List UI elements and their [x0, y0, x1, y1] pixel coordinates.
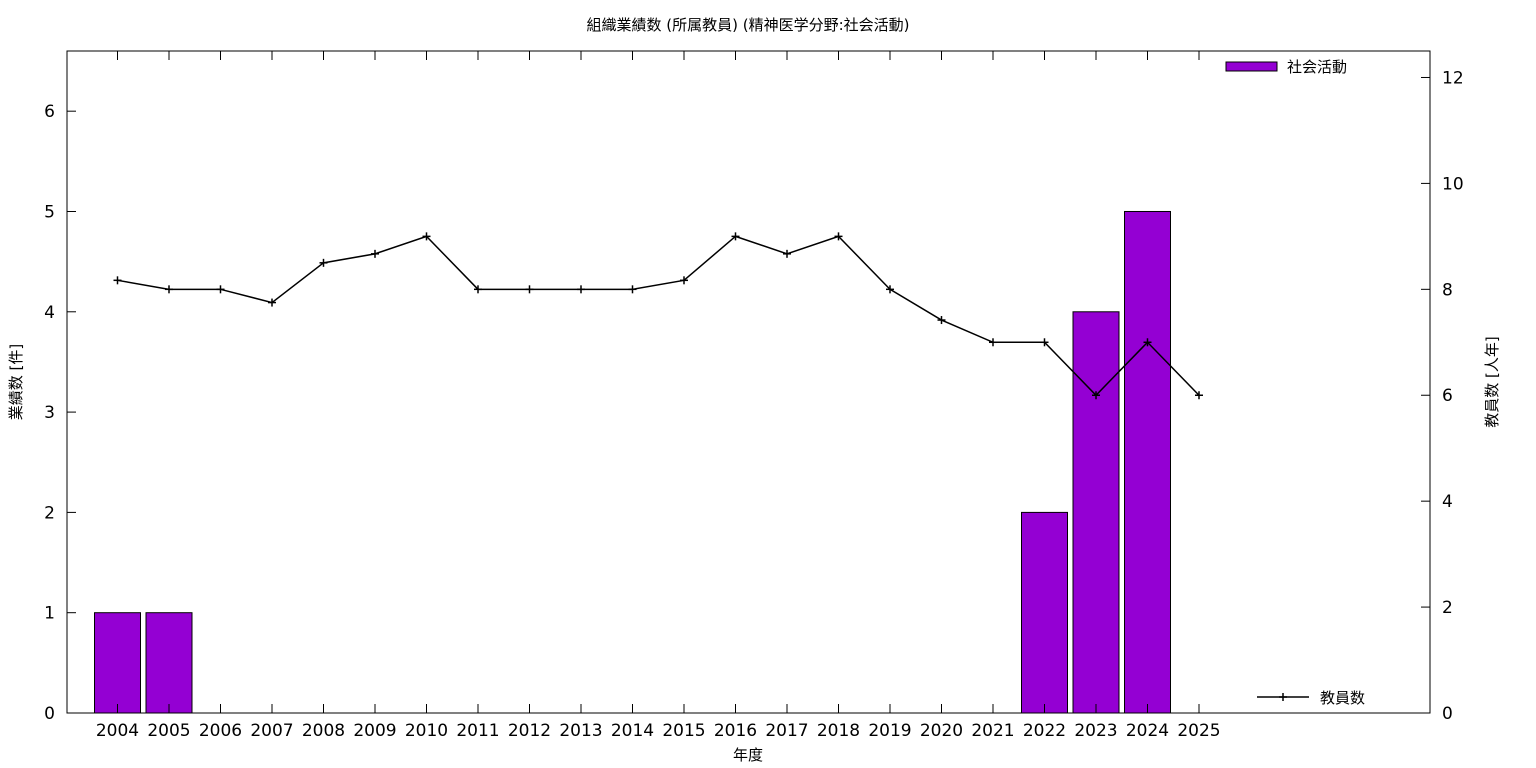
bar-2004	[94, 612, 141, 714]
x-tick-label: 2022	[1023, 721, 1066, 741]
y-tick-label: 2	[44, 503, 55, 523]
bar-2005	[145, 612, 193, 714]
x-tick-label: 2009	[353, 721, 396, 741]
y-tick-label: 1	[44, 604, 55, 624]
faculty-point-2016	[731, 232, 740, 241]
y-tick-label: 6	[44, 102, 55, 122]
faculty-point-2015	[680, 276, 688, 285]
y2-tick-label: 2	[1442, 598, 1453, 618]
faculty-point-2013	[577, 285, 585, 294]
faculty-point-2024	[1143, 338, 1152, 347]
faculty-point-2018	[834, 232, 843, 241]
faculty-point-2006	[216, 285, 225, 294]
x-tick-label: 2010	[405, 721, 448, 741]
x-tick-label: 2019	[868, 721, 911, 741]
faculty-point-2008	[319, 258, 328, 267]
y-tick-label: 5	[44, 202, 55, 222]
legend-line: 教員数	[1257, 689, 1365, 707]
y2-tick-label: 6	[1442, 386, 1453, 406]
faculty-point-2014	[628, 285, 637, 294]
x-axis-title: 年度	[733, 746, 763, 764]
x-tick-label: 2007	[250, 721, 293, 741]
bar-2022	[1021, 511, 1068, 714]
bar-2023	[1072, 311, 1120, 714]
faculty-point-2017	[783, 249, 791, 258]
faculty-point-2019	[886, 285, 894, 294]
faculty-line	[117, 235, 1200, 397]
x-tick-label: 2024	[1126, 721, 1169, 741]
faculty-point-2012	[525, 285, 534, 294]
bar-2024	[1124, 210, 1171, 714]
line-layer	[113, 232, 1203, 400]
y2-tick-label: 12	[1442, 68, 1464, 88]
y2-axis-title: 教員数 [人年]	[1483, 336, 1501, 427]
y-tick-label: 3	[44, 403, 55, 423]
x-tick-label: 2005	[147, 721, 190, 741]
x-tick-label: 2012	[508, 721, 551, 741]
x-tick-label: 2006	[199, 721, 242, 741]
faculty-point-2020	[937, 316, 946, 325]
faculty-point-2005	[165, 285, 173, 294]
faculty-point-2023	[1092, 391, 1100, 400]
legend-line-label: 教員数	[1320, 689, 1365, 707]
y2-tick-label: 4	[1442, 492, 1453, 512]
x-tick-label: 2004	[96, 721, 139, 741]
y-tick-label: 4	[44, 303, 55, 323]
legend-bar-label: 社会活動	[1287, 58, 1347, 76]
faculty-point-2007	[268, 298, 276, 307]
x-tick-label: 2021	[971, 721, 1014, 741]
x-tick-label: 2011	[456, 721, 499, 741]
faculty-point-2021	[989, 338, 997, 347]
x-tick-label: 2023	[1074, 721, 1117, 741]
faculty-point-2004	[113, 276, 122, 285]
plot-frame	[66, 50, 1431, 714]
faculty-point-2022	[1040, 338, 1049, 347]
x-tick-label: 2008	[302, 721, 345, 741]
x-tick-label: 2020	[920, 721, 963, 741]
faculty-point-2009	[371, 249, 379, 258]
faculty-point-2011	[474, 285, 482, 294]
bars-layer	[94, 210, 1171, 714]
x-tick-label: 2017	[765, 721, 808, 741]
x-tick-label: 2015	[662, 721, 705, 741]
y2-tick-label: 10	[1442, 174, 1464, 194]
y-tick-label: 0	[44, 704, 55, 724]
x-tick-label: 2013	[559, 721, 602, 741]
y2-tick-label: 0	[1442, 704, 1453, 724]
legend-bars: 社会活動	[1225, 58, 1347, 76]
faculty-point-2010	[422, 232, 431, 241]
x-tick-label: 2018	[817, 721, 860, 741]
x-tick-label: 2016	[714, 721, 757, 741]
y2-tick-label: 8	[1442, 280, 1453, 300]
chart-title: 組織業績数 (所属教員) (精神医学分野:社会活動)	[586, 16, 909, 34]
x-tick-label: 2025	[1177, 721, 1220, 741]
x-tick-label: 2014	[611, 721, 654, 741]
y-axis-title: 業績数 [件]	[7, 344, 25, 420]
faculty-point-2025	[1195, 391, 1203, 400]
legend-bar-swatch	[1225, 61, 1278, 72]
